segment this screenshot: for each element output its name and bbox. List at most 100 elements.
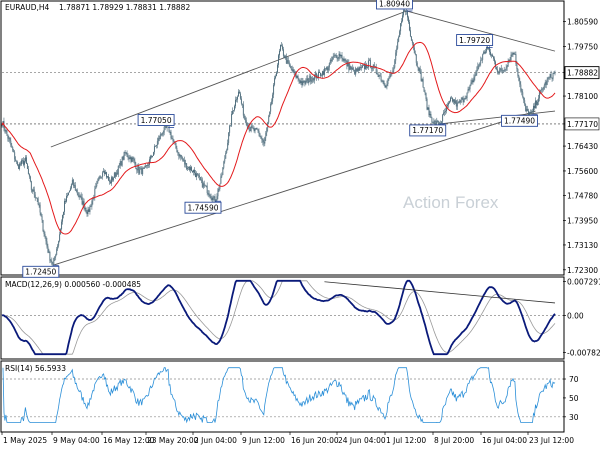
candle-body: [521, 90, 523, 93]
candle-body: [79, 195, 81, 197]
candle-body: [417, 66, 419, 71]
price-tick-label: 1.78882: [567, 69, 598, 78]
candle-body: [140, 168, 142, 170]
candle-body: [288, 62, 290, 66]
annotation-box: [456, 34, 494, 46]
annotation-label: 1.77170: [412, 126, 443, 135]
candle-body: [414, 53, 416, 55]
candle-body: [544, 82, 546, 86]
candle-body: [159, 134, 161, 140]
candle-body: [406, 10, 407, 12]
symbol-label: EURAUD,H4: [5, 3, 50, 12]
candle-body: [234, 106, 235, 111]
candle-body: [18, 165, 20, 169]
rsi-panel-frame: [0, 360, 565, 433]
candle-body: [450, 97, 451, 102]
candle-body: [186, 163, 188, 170]
candle-body: [88, 209, 90, 212]
candle-body: [399, 31, 401, 38]
candle-body: [82, 201, 84, 205]
candle-body: [329, 59, 331, 64]
candle-body: [127, 156, 129, 158]
candle-body: [296, 75, 298, 78]
time-tick-label: 16 Jun 20:00: [291, 436, 339, 445]
candle-body: [142, 168, 144, 175]
candle-body: [136, 169, 138, 171]
candle-body: [16, 161, 18, 163]
candle-body: [524, 100, 526, 105]
candle-body: [4, 128, 6, 132]
candle-body: [39, 204, 41, 213]
candle-body: [390, 73, 392, 75]
candle-body: [70, 184, 72, 189]
candle-body: [409, 30, 411, 37]
candle-body: [252, 127, 254, 129]
candle-body: [424, 91, 426, 94]
candle-body: [340, 55, 342, 57]
annotation-label: 1.77050: [141, 116, 172, 125]
candle-body: [228, 132, 230, 143]
candle-body: [176, 148, 178, 153]
candle-body: [505, 67, 507, 70]
candle-body: [472, 80, 474, 83]
candle-body: [74, 185, 76, 191]
candle-body: [238, 91, 240, 94]
candle-body: [345, 60, 347, 62]
candle-body: [83, 201, 85, 209]
time-tick-label: 23 May 20:00: [147, 436, 199, 445]
candle-body: [402, 15, 404, 22]
candle-body: [326, 67, 328, 71]
candle-body: [96, 183, 98, 187]
candle-body: [315, 73, 317, 76]
candle-body: [68, 190, 70, 193]
candle-body: [64, 200, 65, 212]
candle-body: [341, 55, 343, 59]
candle-body: [264, 137, 266, 144]
candle-body: [259, 133, 261, 138]
candle-body: [106, 172, 107, 178]
candle-body: [169, 131, 171, 133]
candle-body: [292, 69, 294, 72]
candle-body: [133, 159, 135, 161]
candle-body: [492, 56, 494, 59]
candle-body: [56, 249, 58, 255]
candle-body: [484, 51, 486, 54]
candle-body: [357, 68, 359, 71]
annotation-box: [184, 201, 222, 214]
candle-body: [126, 152, 128, 157]
candle-body: [87, 209, 89, 215]
candle-body: [277, 64, 278, 73]
candle-body: [504, 69, 506, 71]
candle-body: [185, 163, 187, 165]
candle-body: [278, 55, 279, 65]
candle-body: [179, 154, 181, 157]
candle-body: [516, 63, 518, 70]
candle-body: [220, 176, 222, 184]
candle-body: [456, 102, 458, 107]
candle-body: [75, 189, 77, 191]
candle-body: [289, 65, 291, 67]
time-tick-label: 9 Jun 12:00: [242, 436, 285, 445]
candle-body: [223, 161, 225, 168]
candle-body: [506, 66, 508, 68]
candle-body: [209, 194, 211, 197]
candle-body: [254, 128, 256, 131]
candle-body: [245, 120, 247, 125]
candle-body: [154, 146, 156, 147]
candle-body: [535, 100, 537, 105]
candle-body: [197, 174, 199, 176]
candle-body: [128, 157, 130, 159]
candle-body: [85, 207, 87, 212]
candle-body: [20, 163, 22, 165]
candle-body: [137, 166, 139, 171]
candle-body: [113, 172, 115, 178]
candle-body: [366, 67, 368, 69]
candle-body: [72, 179, 74, 186]
candle-body: [500, 68, 502, 70]
candle-body: [42, 220, 44, 232]
candle-body: [203, 183, 205, 186]
candle-body: [105, 172, 107, 175]
candle-body: [528, 110, 530, 116]
candle-body: [364, 65, 365, 70]
